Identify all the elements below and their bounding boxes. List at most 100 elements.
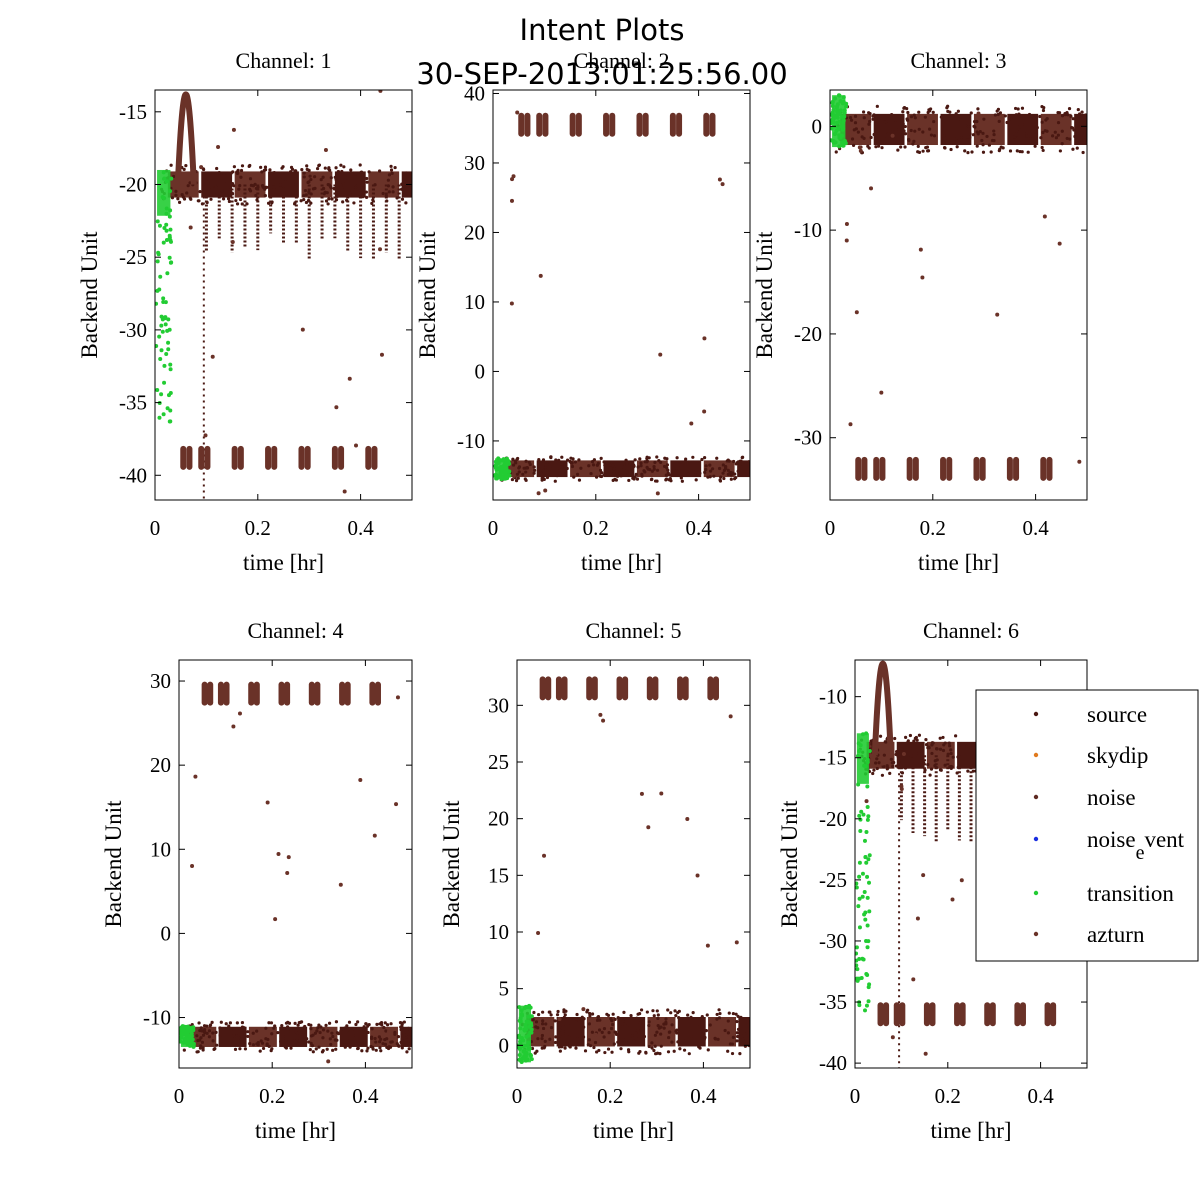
source-point <box>860 135 864 139</box>
channel-4-axes <box>178 659 413 1069</box>
source-point <box>708 1023 712 1027</box>
transition-point <box>858 828 863 833</box>
source-point <box>557 1034 562 1038</box>
source-point <box>591 463 596 467</box>
source-point <box>313 1031 318 1035</box>
y-tick-label: 20 <box>150 753 171 777</box>
source-point <box>851 143 856 147</box>
source-point <box>198 1046 203 1050</box>
source-point <box>287 1039 291 1043</box>
source-point <box>297 1039 301 1043</box>
source-point <box>234 198 238 203</box>
source-point <box>383 1037 387 1042</box>
source-point <box>351 193 355 197</box>
source-point <box>639 464 643 468</box>
source-point <box>1053 130 1057 134</box>
y-axis-label: Backend Unit <box>439 800 464 928</box>
source-point <box>902 129 906 133</box>
source-point <box>928 127 932 131</box>
transition-point <box>162 363 167 368</box>
source-point <box>367 170 371 174</box>
source-point <box>1013 106 1018 111</box>
source-point <box>409 1040 412 1044</box>
source-point <box>598 468 603 472</box>
y-tick-label: -10 <box>819 685 847 709</box>
source-point <box>289 1046 293 1050</box>
source-point <box>617 1034 621 1038</box>
source-point <box>305 164 309 168</box>
source-point <box>1020 122 1024 127</box>
azturn-point <box>588 690 593 695</box>
azturn-point <box>658 352 663 357</box>
source-point <box>871 771 875 776</box>
source-point <box>272 1026 276 1030</box>
source-point <box>913 129 917 133</box>
source-point <box>689 1034 693 1038</box>
source-point <box>1056 133 1060 137</box>
source-point <box>597 1048 601 1053</box>
transition-point <box>862 912 867 917</box>
source-point <box>264 1026 268 1030</box>
source-point <box>708 469 713 473</box>
source-point <box>997 119 1001 123</box>
source-point <box>1017 125 1021 129</box>
azturn-point <box>395 695 400 700</box>
source-point <box>1016 107 1020 111</box>
source-point <box>712 474 716 478</box>
source-point <box>211 171 215 175</box>
source-point <box>565 458 570 462</box>
source-point <box>650 1041 654 1045</box>
source-point <box>669 1011 673 1015</box>
source-point <box>511 463 516 467</box>
source-point <box>269 1021 274 1025</box>
source-point <box>893 121 897 125</box>
source-point <box>942 134 946 138</box>
source-point <box>387 190 391 194</box>
source-point <box>365 1049 369 1053</box>
source-point <box>917 733 922 737</box>
source-point <box>302 1030 306 1035</box>
source-point <box>330 197 334 201</box>
x-tick-label: 0 <box>488 516 499 540</box>
azturn-point <box>950 897 955 902</box>
source-point <box>860 127 865 131</box>
azturn-cluster <box>603 112 610 137</box>
source-point <box>209 197 213 201</box>
source-point <box>633 458 637 462</box>
source-point <box>1014 133 1018 137</box>
azturn-cluster <box>198 445 205 470</box>
source-point <box>928 773 932 777</box>
azturn-point <box>921 873 926 878</box>
source-point <box>966 769 970 773</box>
source-point <box>218 1033 222 1038</box>
source-point <box>700 457 704 462</box>
azturn-cluster <box>946 456 953 481</box>
source-point <box>541 473 546 477</box>
y-tick-label: 20 <box>488 807 509 831</box>
source-point <box>957 745 962 750</box>
source-point <box>182 1048 186 1052</box>
source-point <box>726 468 730 472</box>
source-point <box>354 1022 358 1027</box>
source-point <box>732 459 736 464</box>
source-point <box>539 462 543 466</box>
source-point <box>884 120 889 124</box>
azturn-point <box>538 273 543 278</box>
source-point <box>384 1029 388 1033</box>
source-point <box>917 127 921 131</box>
transition-point <box>861 812 866 817</box>
source-point <box>626 473 630 477</box>
source-point <box>201 1033 206 1037</box>
source-point <box>170 196 175 200</box>
source-point <box>277 177 282 181</box>
y-tick-label: 25 <box>488 750 509 774</box>
source-point <box>668 476 672 481</box>
azturn-point <box>899 784 904 789</box>
source-point <box>205 1031 209 1035</box>
source-point <box>305 1037 309 1041</box>
source-point <box>575 1034 579 1038</box>
source-point <box>248 189 253 193</box>
source-point <box>235 1021 239 1025</box>
source-point <box>1027 112 1032 117</box>
source-point <box>894 140 898 145</box>
